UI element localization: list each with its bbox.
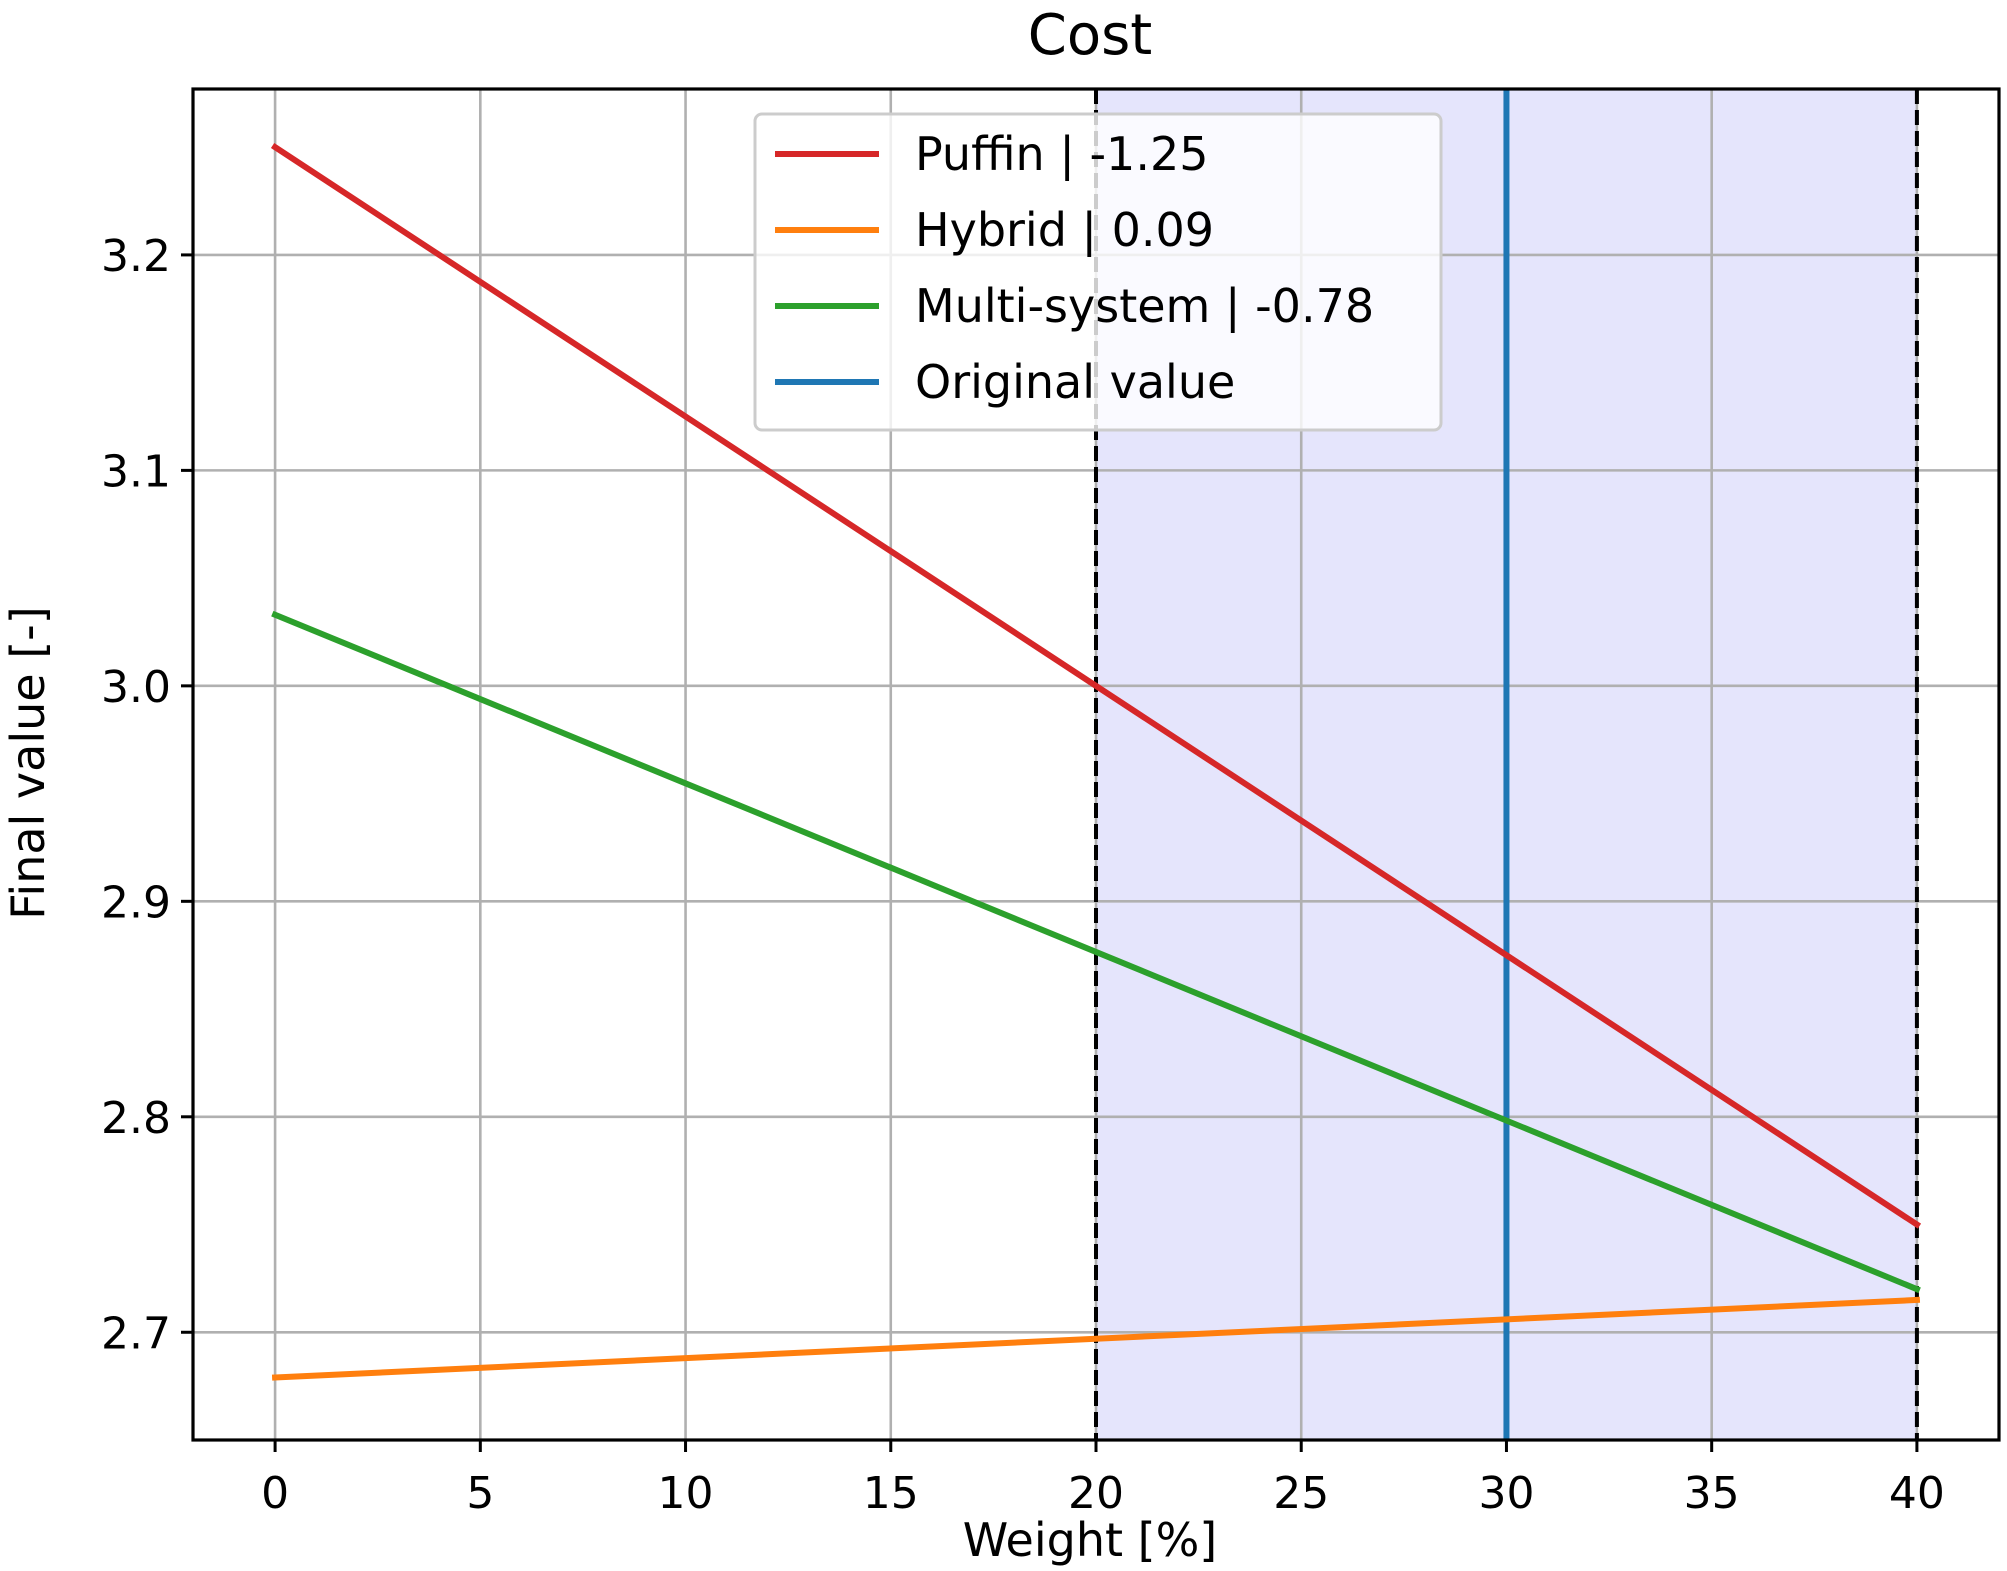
x-tick-label: 0: [261, 1468, 289, 1519]
x-tick-label: 40: [1889, 1468, 1945, 1519]
legend-label-1: Hybrid | 0.09: [915, 203, 1214, 258]
y-axis-label: Final value [-]: [1, 606, 55, 919]
legend-items: Puffin | -1.25 Hybrid | 0.09 Multi-system …: [775, 127, 1374, 409]
y-tick-label: 2.7: [101, 1308, 171, 1359]
series-group: [270, 143, 1922, 1381]
series-line-0: [270, 143, 1922, 1229]
series-line-2: [271, 610, 1921, 1294]
chart-title: Cost: [1028, 3, 1153, 68]
x-tick-label: 20: [1068, 1468, 1124, 1519]
y-tick-label: 3.0: [101, 662, 171, 713]
x-tick-label: 35: [1684, 1468, 1740, 1519]
x-tick-label: 5: [466, 1468, 494, 1519]
legend-box: [753, 112, 1443, 432]
y-tick-label: 2.9: [101, 877, 171, 928]
y-tick-label: 3.2: [101, 231, 171, 282]
legend-label-0: Puffin | -1.25: [915, 127, 1208, 182]
x-tick-label: 30: [1478, 1468, 1534, 1519]
y-tick-label: 3.1: [101, 446, 171, 497]
x-axis-label: Weight [%]: [963, 1513, 1217, 1567]
y-tick-label: 2.8: [101, 1093, 171, 1144]
x-tick-label: 25: [1273, 1468, 1329, 1519]
x-axis-ticks: 0 5 10 15 20 25 30 35 40: [261, 1440, 1945, 1519]
x-tick-label: 10: [658, 1468, 714, 1519]
y-axis-ticks: 2.7 2.8 2.9 3.0 3.1 3.2: [101, 231, 193, 1359]
series-line-1: [271, 1296, 1921, 1381]
x-tick-label: 15: [863, 1468, 919, 1519]
dashed-lines: [1094, 89, 1919, 1440]
legend-label-2: Multi-system | -0.78: [915, 279, 1374, 334]
legend-label-3: Original value: [915, 355, 1235, 409]
legend: Puffin | -1.25 Hybrid | 0.09 Multi-system …: [753, 112, 1443, 432]
